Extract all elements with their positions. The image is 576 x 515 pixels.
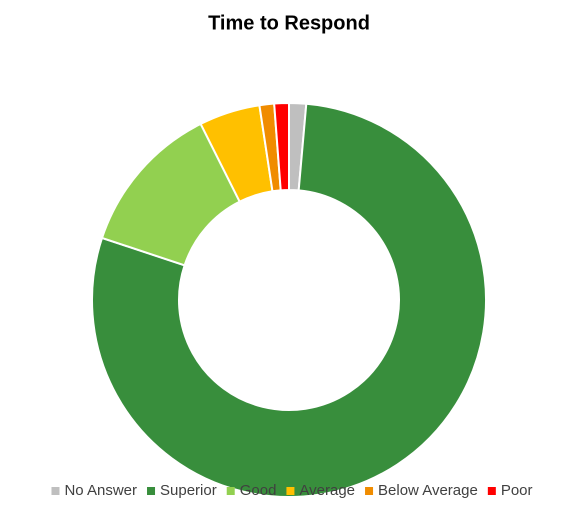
legend-marker [286, 487, 295, 495]
donut-segment [91, 102, 487, 498]
legend-label: No Answer [64, 482, 137, 499]
legend-marker [226, 487, 235, 495]
legend-label: Good [240, 482, 277, 499]
legend-label: Poor [501, 482, 533, 499]
legend-marker [51, 487, 60, 495]
legend-label: Average [299, 482, 355, 499]
legend-marker [147, 487, 156, 495]
legend: No Answer Superior Good Average Below Averag… [51, 482, 533, 499]
donut-segment [273, 101, 290, 192]
legend-marker [487, 487, 496, 495]
legend-marker [365, 487, 374, 495]
legend-label: Below Average [378, 482, 478, 499]
chart-title: Time to Respond [208, 12, 370, 34]
legend-label: Superior [160, 482, 217, 499]
